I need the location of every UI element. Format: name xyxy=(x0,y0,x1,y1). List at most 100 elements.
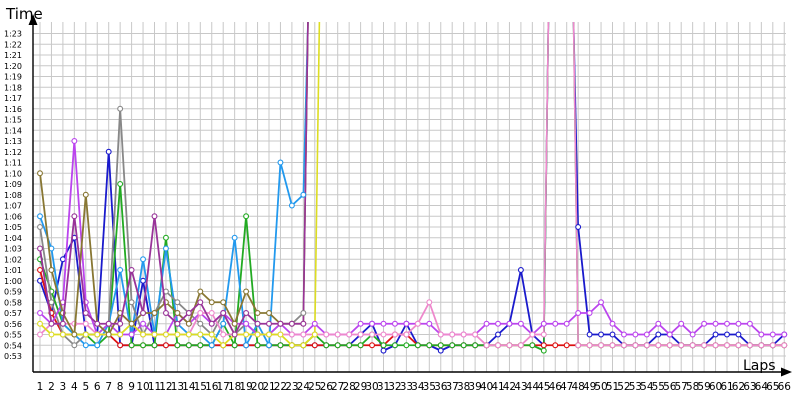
data-point xyxy=(586,342,593,349)
data-point xyxy=(369,342,375,349)
x-tick-label: 36 xyxy=(434,381,448,393)
data-point xyxy=(37,310,43,316)
data-point xyxy=(472,342,479,349)
data-point xyxy=(220,342,227,349)
data-point xyxy=(449,342,456,349)
spike-line xyxy=(314,21,321,335)
x-tick-label: 35 xyxy=(423,381,436,393)
x-tick-label: 48 xyxy=(571,381,584,393)
data-point xyxy=(174,331,181,338)
data-point xyxy=(71,331,78,338)
data-point xyxy=(185,310,192,316)
x-tick-label: 64 xyxy=(755,381,769,393)
data-point xyxy=(311,320,318,327)
y-tick-label: 1:14 xyxy=(4,126,22,135)
x-tick-label: 52 xyxy=(617,381,630,393)
x-tick-label: 10 xyxy=(136,381,149,393)
y-tick-label: 1:01 xyxy=(4,266,22,275)
data-point xyxy=(655,331,662,338)
x-tick-label: 32 xyxy=(388,381,401,393)
data-point xyxy=(231,331,238,338)
data-point xyxy=(266,342,272,349)
data-point xyxy=(346,342,353,349)
data-point xyxy=(712,320,719,327)
data-point xyxy=(449,331,456,338)
x-tick-label: 45 xyxy=(537,381,550,393)
data-point xyxy=(632,342,639,349)
data-point xyxy=(620,342,627,349)
data-point xyxy=(678,342,685,349)
y-tick-label: 1:18 xyxy=(4,83,22,92)
data-point xyxy=(586,331,593,338)
data-point xyxy=(94,331,101,338)
data-point xyxy=(563,342,570,349)
data-point xyxy=(758,331,765,338)
data-point xyxy=(94,342,101,349)
data-point xyxy=(94,320,101,327)
data-point xyxy=(300,331,307,338)
data-point xyxy=(735,342,742,349)
y-tick-label: 1:06 xyxy=(4,212,22,221)
x-tick-label: 31 xyxy=(377,381,390,393)
data-point xyxy=(140,256,147,263)
x-tick-label: 24 xyxy=(297,381,311,393)
data-point xyxy=(163,245,169,252)
data-point xyxy=(517,267,524,273)
x-tick-label: 40 xyxy=(480,381,493,393)
data-point xyxy=(197,310,204,316)
x-tick-label: 27 xyxy=(331,381,344,393)
data-point xyxy=(678,320,685,327)
data-point xyxy=(220,331,227,338)
y-tick-label: 0:54 xyxy=(4,341,22,350)
data-point xyxy=(334,331,341,338)
data-point xyxy=(414,320,421,327)
data-point xyxy=(140,342,147,349)
data-point xyxy=(437,347,444,354)
data-point xyxy=(37,320,43,327)
data-point xyxy=(643,331,650,338)
data-point xyxy=(128,267,135,273)
data-point xyxy=(334,342,341,349)
x-tick-label: 61 xyxy=(720,381,733,393)
data-point xyxy=(529,331,536,338)
data-point xyxy=(197,299,204,306)
y-axis-title: Time xyxy=(5,5,43,23)
data-point xyxy=(277,342,284,349)
data-point xyxy=(140,320,147,327)
data-point xyxy=(426,299,433,306)
series-lines xyxy=(37,105,788,354)
x-tick-label: 11 xyxy=(148,381,161,393)
data-point xyxy=(769,342,776,349)
data-point xyxy=(426,320,433,327)
x-tick-label: 33 xyxy=(400,381,413,393)
y-tick-label: 0:53 xyxy=(4,352,22,361)
data-point xyxy=(300,320,307,327)
spike-line xyxy=(302,21,309,324)
x-tick-label: 9 xyxy=(128,381,135,393)
x-tick-label: 41 xyxy=(491,381,504,393)
data-point xyxy=(598,331,604,338)
data-point xyxy=(82,331,89,338)
data-point xyxy=(48,320,55,327)
data-point xyxy=(357,331,364,338)
data-point xyxy=(151,213,158,220)
data-point xyxy=(277,159,284,166)
data-point xyxy=(208,331,215,338)
data-point xyxy=(254,320,261,327)
data-point xyxy=(437,331,444,338)
data-point xyxy=(208,342,215,349)
data-point xyxy=(414,342,421,349)
x-tick-label: 14 xyxy=(182,381,196,393)
data-point xyxy=(266,331,272,338)
x-tick-label: 53 xyxy=(629,381,642,393)
grid xyxy=(33,22,786,372)
x-tick-label: 26 xyxy=(320,381,334,393)
x-tick-label: 20 xyxy=(251,381,264,393)
data-point xyxy=(346,331,353,338)
y-tick-label: 1:19 xyxy=(4,73,22,82)
data-point xyxy=(277,320,284,327)
data-point xyxy=(300,191,307,198)
data-point xyxy=(105,331,112,338)
data-point xyxy=(140,277,147,284)
